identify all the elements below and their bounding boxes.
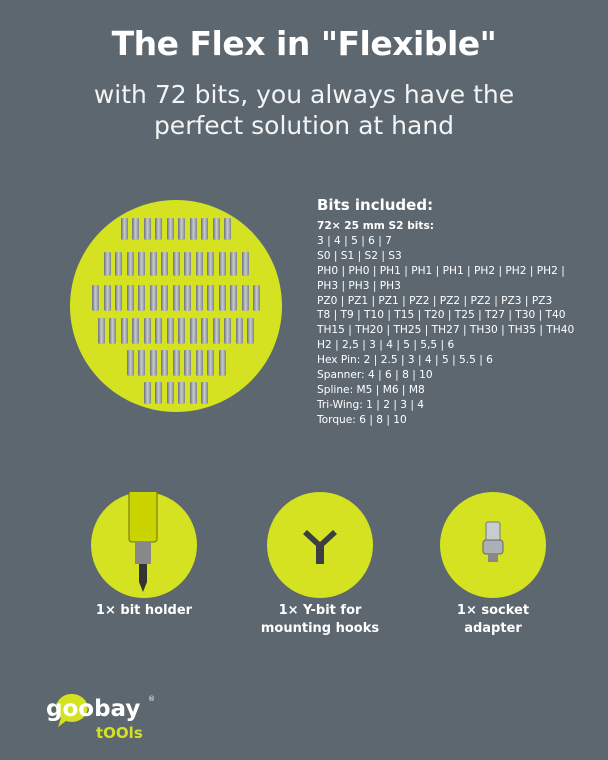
bits-line: S0 | S1 | S2 | S3 (317, 249, 402, 262)
svg-text:®: ® (148, 695, 155, 703)
bit (218, 252, 226, 276)
subtitle-line-1: with 72 bits, you always have the (93, 80, 515, 109)
bit (161, 252, 168, 276)
bits-line: 3 | 4 | 5 | 6 | 7 (317, 234, 392, 247)
y-bit-label: 1× Y-bit for mounting hooks (260, 603, 380, 636)
bit (103, 252, 111, 276)
bit (149, 252, 157, 276)
bit (172, 350, 180, 376)
bit (149, 350, 157, 376)
bits-included-list: Bits included: 72× 25 mm S2 bits: 3 | 4 … (317, 196, 605, 428)
bit (120, 218, 128, 240)
bits-line: PH3 | PH3 | PH3 (317, 279, 401, 292)
bit (126, 285, 134, 311)
bit (109, 318, 117, 344)
bits-line: TH15 | TH20 | TH25 | TH27 | TH30 | TH35 … (317, 324, 575, 337)
bits-line: Tri-Wing: 1 | 2 | 3 | 4 (317, 398, 425, 411)
bit (207, 350, 214, 376)
bit (201, 218, 209, 240)
bit (207, 285, 214, 311)
bit (224, 318, 232, 344)
bit (184, 285, 191, 311)
bits-line: Spline: M5 | M6 | M8 (317, 383, 425, 396)
bit (138, 252, 145, 276)
bit (230, 252, 237, 276)
bit (166, 382, 174, 404)
bit (201, 382, 209, 404)
bits-intro: 72× 25 mm S2 bits: (317, 220, 435, 232)
bit (155, 382, 163, 404)
bits-heading: Bits included: (317, 196, 434, 214)
bit (149, 285, 157, 311)
bit (143, 318, 151, 344)
bit (189, 318, 197, 344)
bit (184, 350, 191, 376)
bit (189, 382, 197, 404)
bit-holder-icon (128, 479, 158, 592)
bit (189, 218, 197, 240)
bit-holder-image (91, 479, 197, 598)
bit (172, 285, 180, 311)
bit (138, 285, 145, 311)
bits-line: Spanner: 4 | 6 | 8 | 10 (317, 369, 433, 382)
bit (178, 382, 186, 404)
bit (178, 218, 186, 240)
y-bit-icon (303, 530, 337, 564)
bit (115, 285, 122, 311)
goobay-tools-logo: goobay ® tOOls (44, 692, 164, 746)
socket-adapter-image (440, 492, 546, 598)
bit (166, 318, 174, 344)
bit (143, 218, 151, 240)
bits-line: Hex Pin: 2 | 2.5 | 3 | 4 | 5 | 5.5 | 6 (317, 354, 493, 367)
bit (161, 350, 168, 376)
bit (195, 285, 203, 311)
bit (253, 285, 260, 311)
bit (138, 350, 145, 376)
bit (126, 350, 134, 376)
bit (207, 252, 214, 276)
bit (97, 318, 105, 344)
bit (212, 218, 220, 240)
bit (201, 318, 209, 344)
bit (195, 252, 203, 276)
bits-line: Torque: 6 | 8 | 10 (317, 413, 407, 426)
bit (184, 252, 191, 276)
bit (230, 285, 237, 311)
bit (143, 382, 151, 404)
bit (155, 218, 163, 240)
bit (247, 318, 255, 344)
bits-line: T8 | T9 | T10 | T15 | T20 | T25 | T27 | … (317, 309, 566, 322)
bit (218, 285, 226, 311)
bit (218, 350, 226, 376)
svg-text:goobay: goobay (46, 696, 140, 722)
bit (241, 285, 249, 311)
bit (161, 285, 168, 311)
bit (155, 318, 163, 344)
socket-adapter-label: 1× socket adapter (456, 603, 530, 636)
bit (126, 252, 134, 276)
bit (224, 218, 232, 240)
bit-holder-label: 1× bit holder (95, 603, 193, 618)
bit (132, 318, 140, 344)
bit (166, 218, 174, 240)
bit (241, 252, 249, 276)
bits-line: PH0 | PH0 | PH1 | PH1 | PH1 | PH2 | PH2 … (317, 264, 565, 277)
bit (92, 285, 99, 311)
socket-adapter-icon (482, 521, 504, 562)
bit (115, 252, 122, 276)
bit (195, 350, 203, 376)
svg-text:tOOls: tOOls (96, 724, 143, 742)
bit (178, 318, 186, 344)
y-bit-image (267, 492, 373, 598)
bit (103, 285, 111, 311)
bit (235, 318, 243, 344)
bit (120, 318, 128, 344)
bits-line: PZ0 | PZ1 | PZ1 | PZ2 | PZ2 | PZ2 | PZ3 … (317, 294, 553, 307)
bit (212, 318, 220, 344)
bit (132, 218, 140, 240)
page-title: The Flex in "Flexible" (111, 24, 497, 63)
bit (172, 252, 180, 276)
bits-line: H2 | 2,5 | 3 | 4 | 5 | 5,5 | 6 (317, 339, 455, 352)
subtitle-line-2: perfect solution at hand (153, 111, 455, 140)
